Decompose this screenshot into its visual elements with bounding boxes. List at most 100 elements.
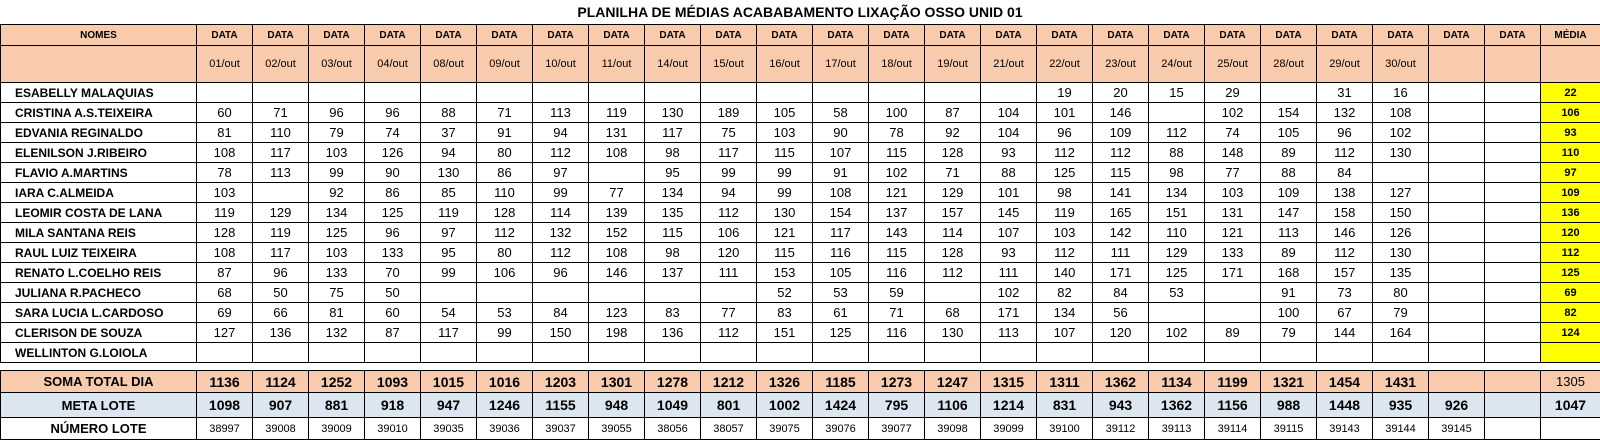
- value-cell[interactable]: [1428, 262, 1485, 283]
- value-cell[interactable]: [1428, 202, 1485, 223]
- media-cell[interactable]: 112: [1540, 242, 1600, 263]
- value-cell[interactable]: 68: [924, 302, 981, 323]
- value-cell[interactable]: 89: [1204, 322, 1261, 343]
- value-cell[interactable]: 112: [532, 242, 589, 263]
- soma-value-cell[interactable]: 1311: [1036, 370, 1093, 393]
- meta-value-cell[interactable]: 1106: [924, 392, 981, 418]
- value-cell[interactable]: 54: [420, 302, 477, 323]
- value-cell[interactable]: 147: [1260, 202, 1317, 223]
- value-cell[interactable]: 115: [756, 242, 813, 263]
- value-cell[interactable]: 97: [532, 162, 589, 183]
- value-cell[interactable]: [1484, 322, 1541, 343]
- value-cell[interactable]: 116: [868, 322, 925, 343]
- value-cell[interactable]: [1428, 322, 1485, 343]
- media-cell[interactable]: 106: [1540, 102, 1600, 123]
- value-cell[interactable]: 89: [1260, 142, 1317, 163]
- lote-value-cell[interactable]: 39099: [980, 417, 1037, 440]
- value-cell[interactable]: 112: [700, 202, 757, 223]
- employee-name[interactable]: LEOMIR COSTA DE LANA: [0, 202, 197, 223]
- value-cell[interactable]: [812, 82, 869, 103]
- value-cell[interactable]: 146: [1316, 222, 1373, 243]
- value-cell[interactable]: [700, 282, 757, 303]
- value-cell[interactable]: 112: [700, 322, 757, 343]
- value-cell[interactable]: 75: [308, 282, 365, 303]
- lote-value-cell[interactable]: 39112: [1092, 417, 1149, 440]
- value-cell[interactable]: [644, 342, 701, 363]
- value-cell[interactable]: 104: [980, 122, 1037, 143]
- value-cell[interactable]: 116: [812, 242, 869, 263]
- media-cell[interactable]: 69: [1540, 282, 1600, 303]
- value-cell[interactable]: 133: [308, 262, 365, 283]
- soma-value-cell[interactable]: 1124: [252, 370, 309, 393]
- employee-name[interactable]: WELLINTON G.LOIOLA: [0, 342, 197, 363]
- value-cell[interactable]: 112: [532, 142, 589, 163]
- value-cell[interactable]: 105: [756, 102, 813, 123]
- value-cell[interactable]: 128: [476, 202, 533, 223]
- value-cell[interactable]: 115: [868, 242, 925, 263]
- value-cell[interactable]: 81: [196, 122, 253, 143]
- date-cell[interactable]: 28/out: [1260, 45, 1317, 83]
- value-cell[interactable]: 117: [700, 142, 757, 163]
- value-cell[interactable]: 134: [308, 202, 365, 223]
- value-cell[interactable]: 92: [924, 122, 981, 143]
- value-cell[interactable]: 101: [980, 182, 1037, 203]
- soma-value-cell[interactable]: [1428, 370, 1485, 393]
- soma-value-cell[interactable]: 1134: [1148, 370, 1205, 393]
- value-cell[interactable]: 95: [644, 162, 701, 183]
- value-cell[interactable]: 146: [1092, 102, 1149, 123]
- value-cell[interactable]: 19: [1036, 82, 1093, 103]
- value-cell[interactable]: 127: [196, 322, 253, 343]
- value-cell[interactable]: 78: [868, 122, 925, 143]
- value-cell[interactable]: 133: [1204, 242, 1261, 263]
- value-cell[interactable]: 56: [1092, 302, 1149, 323]
- value-cell[interactable]: 119: [420, 202, 477, 223]
- lote-value-cell[interactable]: 39145: [1428, 417, 1485, 440]
- value-cell[interactable]: 113: [1260, 222, 1317, 243]
- soma-value-cell[interactable]: 1431: [1372, 370, 1429, 393]
- value-cell[interactable]: 108: [588, 242, 645, 263]
- value-cell[interactable]: 98: [644, 142, 701, 163]
- media-cell[interactable]: 109: [1540, 182, 1600, 203]
- value-cell[interactable]: [588, 342, 645, 363]
- date-cell[interactable]: 11/out: [588, 45, 645, 83]
- value-cell[interactable]: [868, 342, 925, 363]
- value-cell[interactable]: [1484, 122, 1541, 143]
- value-cell[interactable]: 80: [476, 242, 533, 263]
- value-cell[interactable]: 90: [364, 162, 421, 183]
- value-cell[interactable]: [1428, 102, 1485, 123]
- meta-value-cell[interactable]: 1448: [1316, 392, 1373, 418]
- value-cell[interactable]: 113: [980, 322, 1037, 343]
- value-cell[interactable]: 73: [1316, 282, 1373, 303]
- value-cell[interactable]: 110: [252, 122, 309, 143]
- value-cell[interactable]: [588, 282, 645, 303]
- value-cell[interactable]: [588, 162, 645, 183]
- employee-name[interactable]: CLERISON DE SOUZA: [0, 322, 197, 343]
- value-cell[interactable]: 165: [1092, 202, 1149, 223]
- value-cell[interactable]: [1484, 302, 1541, 323]
- value-cell[interactable]: 117: [420, 322, 477, 343]
- meta-value-cell[interactable]: 1156: [1204, 392, 1261, 418]
- value-cell[interactable]: [812, 342, 869, 363]
- value-cell[interactable]: [1484, 102, 1541, 123]
- value-cell[interactable]: [1148, 342, 1205, 363]
- value-cell[interactable]: 171: [980, 302, 1037, 323]
- value-cell[interactable]: 139: [588, 202, 645, 223]
- lote-value-cell[interactable]: 39115: [1260, 417, 1317, 440]
- date-cell[interactable]: 25/out: [1204, 45, 1261, 83]
- value-cell[interactable]: 96: [252, 262, 309, 283]
- value-cell[interactable]: 112: [924, 262, 981, 283]
- lote-value-cell[interactable]: 39036: [476, 417, 533, 440]
- value-cell[interactable]: 111: [980, 262, 1037, 283]
- value-cell[interactable]: 98: [1036, 182, 1093, 203]
- value-cell[interactable]: 142: [1092, 222, 1149, 243]
- value-cell[interactable]: 116: [868, 262, 925, 283]
- value-cell[interactable]: 71: [476, 102, 533, 123]
- date-cell[interactable]: 17/out: [812, 45, 869, 83]
- value-cell[interactable]: [476, 342, 533, 363]
- value-cell[interactable]: 87: [196, 262, 253, 283]
- value-cell[interactable]: [1148, 102, 1205, 123]
- value-cell[interactable]: 151: [756, 322, 813, 343]
- value-cell[interactable]: 59: [868, 282, 925, 303]
- value-cell[interactable]: 102: [868, 162, 925, 183]
- value-cell[interactable]: 84: [1092, 282, 1149, 303]
